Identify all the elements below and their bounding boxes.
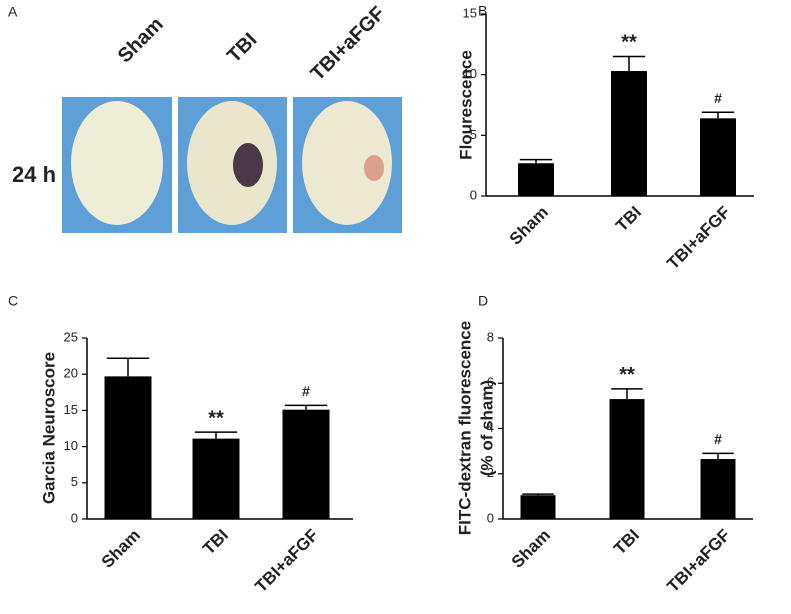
brain-photos bbox=[62, 97, 402, 233]
y-tick-label: 10 bbox=[463, 66, 477, 81]
y-axis-label: (% of sham) bbox=[477, 380, 496, 476]
bar bbox=[104, 376, 152, 519]
x-tick-label: TBI bbox=[612, 203, 645, 236]
x-tick-label: TBI+aFGF bbox=[251, 526, 322, 597]
y-tick-label: 6 bbox=[487, 375, 494, 390]
bar bbox=[611, 71, 647, 196]
y-tick-label: 4 bbox=[487, 420, 494, 435]
lesion bbox=[233, 143, 263, 187]
panel-label: B bbox=[478, 3, 487, 19]
brain bbox=[187, 101, 277, 225]
x-tick-label: TBI+aFGF bbox=[663, 203, 734, 274]
significance-mark: ** bbox=[621, 32, 637, 54]
y-tick-label: 20 bbox=[64, 366, 78, 381]
bar bbox=[520, 495, 556, 519]
bar bbox=[192, 438, 240, 519]
bar bbox=[700, 118, 736, 196]
y-axis-label: Garcia Neuroscore bbox=[39, 352, 58, 504]
significance-mark: ** bbox=[208, 407, 224, 429]
brain bbox=[71, 101, 163, 225]
x-tick-label: TBI bbox=[199, 526, 232, 559]
x-tick-label: Sham bbox=[98, 526, 144, 572]
x-tick-label: TBI bbox=[610, 526, 643, 559]
panel-label: D bbox=[478, 293, 488, 309]
y-tick-label: 15 bbox=[463, 5, 477, 20]
row-label: 24 h bbox=[12, 162, 56, 187]
bar bbox=[609, 399, 645, 519]
y-tick-label: 5 bbox=[470, 127, 477, 142]
y-tick-label: 5 bbox=[71, 474, 78, 489]
significance-mark: # bbox=[714, 90, 722, 106]
panel-label: A bbox=[8, 4, 18, 20]
significance-mark: ** bbox=[619, 364, 635, 386]
lesion bbox=[364, 155, 384, 181]
y-tick-label: 8 bbox=[487, 329, 494, 344]
x-tick-label: TBI+aFGF bbox=[663, 526, 734, 597]
y-tick-label: 10 bbox=[64, 438, 78, 453]
y-tick-label: 25 bbox=[64, 329, 78, 344]
y-axis-label: Flourescence bbox=[456, 50, 475, 160]
column-label: TBI+aFGF bbox=[307, 2, 390, 85]
panel-label: C bbox=[8, 293, 18, 309]
y-tick-label: 2 bbox=[487, 465, 494, 480]
y-tick-label: 0 bbox=[487, 510, 494, 525]
y-tick-label: 0 bbox=[470, 187, 477, 202]
significance-mark: # bbox=[302, 383, 310, 399]
bar bbox=[518, 163, 554, 196]
bar bbox=[282, 409, 330, 519]
bar bbox=[700, 459, 736, 519]
column-label: Sham bbox=[114, 13, 168, 67]
x-tick-label: Sham bbox=[506, 203, 552, 249]
y-axis-label: FITC-dextran fluorescence bbox=[455, 321, 474, 535]
column-label: TBI bbox=[223, 29, 261, 67]
x-tick-label: Sham bbox=[508, 526, 554, 572]
significance-mark: # bbox=[714, 431, 722, 447]
y-tick-label: 15 bbox=[64, 402, 78, 417]
brain bbox=[302, 101, 392, 225]
y-tick-label: 0 bbox=[71, 510, 78, 525]
